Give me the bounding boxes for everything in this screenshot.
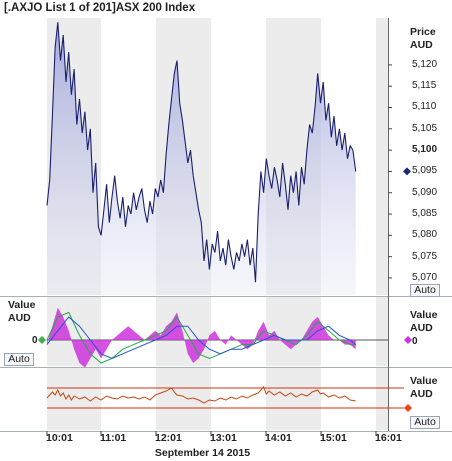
price-tick-label: 5,100 xyxy=(412,144,438,156)
window-title: [.AXJO List 1 of 201]ASX 200 Index xyxy=(4,2,196,14)
price-tick-label: 5,090 xyxy=(412,186,438,198)
oscillator-right-label-line2: AUD xyxy=(410,322,433,334)
price-tick-label: 5,120 xyxy=(412,58,438,70)
price-axis-label: Price AUD xyxy=(410,26,436,52)
hour-shade-band xyxy=(47,368,101,430)
price-tick-label: 5,085 xyxy=(412,208,438,220)
price-line xyxy=(46,22,357,283)
oscillator-right-axis-label: Value AUD xyxy=(410,309,437,335)
date-label: September 14 2015 xyxy=(154,447,251,459)
time-tick-label: 13:01 xyxy=(210,432,237,444)
price-tick-label: 5,105 xyxy=(412,122,438,134)
hour-shade-band xyxy=(266,368,321,430)
indicator-label-line2: AUD xyxy=(410,388,433,400)
oscillator-right-zero: 0 xyxy=(412,336,418,347)
indicator-axis-label: Value AUD xyxy=(410,375,437,401)
oscillator-macd-line xyxy=(46,316,357,359)
indicator-line xyxy=(46,386,356,404)
price-tick-label: 5,080 xyxy=(412,229,438,241)
time-tick-label: 15:01 xyxy=(320,432,347,444)
oscillator-left-axis-label: Value AUD xyxy=(8,299,35,325)
time-tick-label: 12:01 xyxy=(155,432,182,444)
oscillator-right-marker xyxy=(404,336,412,344)
oscillator-left-zero: 0 xyxy=(32,335,38,346)
price-area-fill xyxy=(47,22,356,296)
price-axis-label-line1: Price xyxy=(410,26,436,38)
time-tick-label: 10:01 xyxy=(46,432,73,444)
time-tick-label: 11:01 xyxy=(100,432,127,444)
indicator-marker xyxy=(404,404,412,412)
oscillator-left-auto-button[interactable]: Auto xyxy=(4,353,34,366)
oscillator-left-label-line2: AUD xyxy=(8,312,31,324)
time-tick-label: 16:01 xyxy=(375,432,402,444)
time-tick-label: 14:01 xyxy=(265,432,292,444)
oscillator-right-label-line1: Value xyxy=(410,309,438,321)
oscillator-signal-line xyxy=(46,311,356,364)
price-tick-label: 5,095 xyxy=(412,165,438,177)
oscillator-left-label-line1: Value xyxy=(8,299,36,311)
hour-shade-band xyxy=(376,297,389,366)
price-axis-label-line2: AUD xyxy=(410,39,433,51)
indicator-label-line1: Value xyxy=(410,375,438,387)
hour-shade-band xyxy=(156,368,211,430)
price-tick-label: 5,115 xyxy=(412,80,437,92)
hour-shade-band xyxy=(376,368,389,430)
price-auto-button[interactable]: Auto xyxy=(410,284,440,297)
indicator-auto-button[interactable]: Auto xyxy=(410,416,440,429)
current-price-marker xyxy=(403,167,411,176)
price-tick-label: 5,110 xyxy=(412,101,437,113)
price-tick-label: 5,070 xyxy=(412,271,438,283)
hour-shade-band xyxy=(376,18,389,295)
oscillator-left-marker xyxy=(38,336,46,344)
price-tick-label: 5,075 xyxy=(412,250,438,262)
